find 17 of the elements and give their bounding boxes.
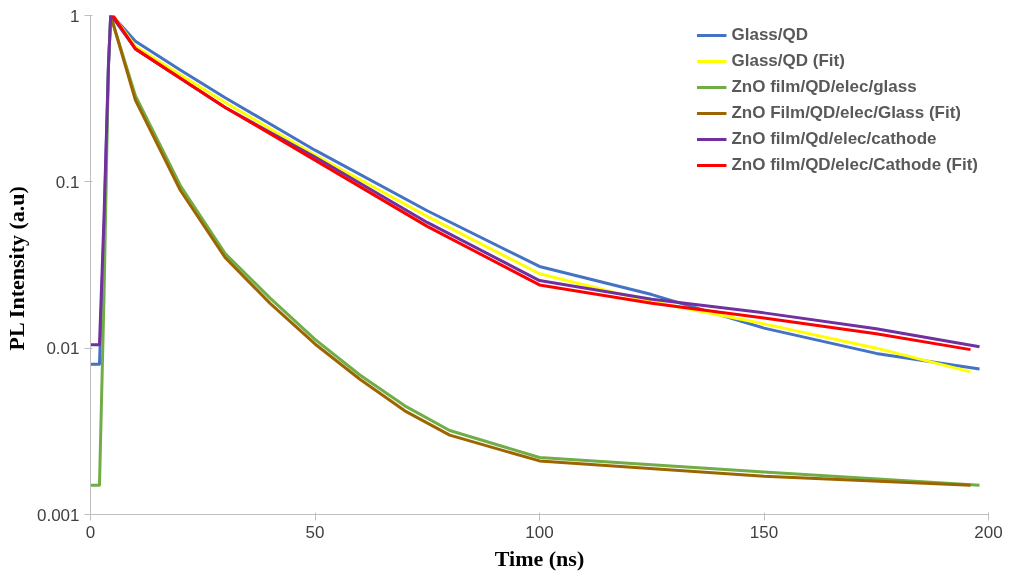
legend-label: ZnO film/Qd/elec/cathode	[731, 129, 937, 149]
x-tick-label: 200	[974, 522, 1003, 542]
legend-label: ZnO film/QD/elec/Cathode (Fit)	[731, 155, 978, 175]
x-tick-label: 100	[525, 522, 554, 542]
y-axis-title: PL Intensity (a.u)	[3, 186, 29, 351]
y-tick-label: 0.1	[55, 172, 80, 192]
legend-label: Glass/QD (Fit)	[731, 51, 845, 71]
y-tick-label: 0.001	[36, 505, 80, 525]
x-tick-label: 50	[305, 522, 325, 542]
x-tick-label: 150	[749, 522, 779, 542]
x-axis-title: Time (ns)	[494, 545, 585, 571]
x-tick-label: 0	[85, 522, 96, 542]
y-tick-label: 1	[70, 6, 80, 26]
legend-label: ZnO Film/QD/elec/Glass (Fit)	[731, 103, 962, 123]
y-tick-label: 0.01	[46, 339, 80, 359]
legend-label: Glass/QD	[731, 25, 809, 45]
legend-label: ZnO film/QD/elec/glass	[731, 77, 917, 97]
